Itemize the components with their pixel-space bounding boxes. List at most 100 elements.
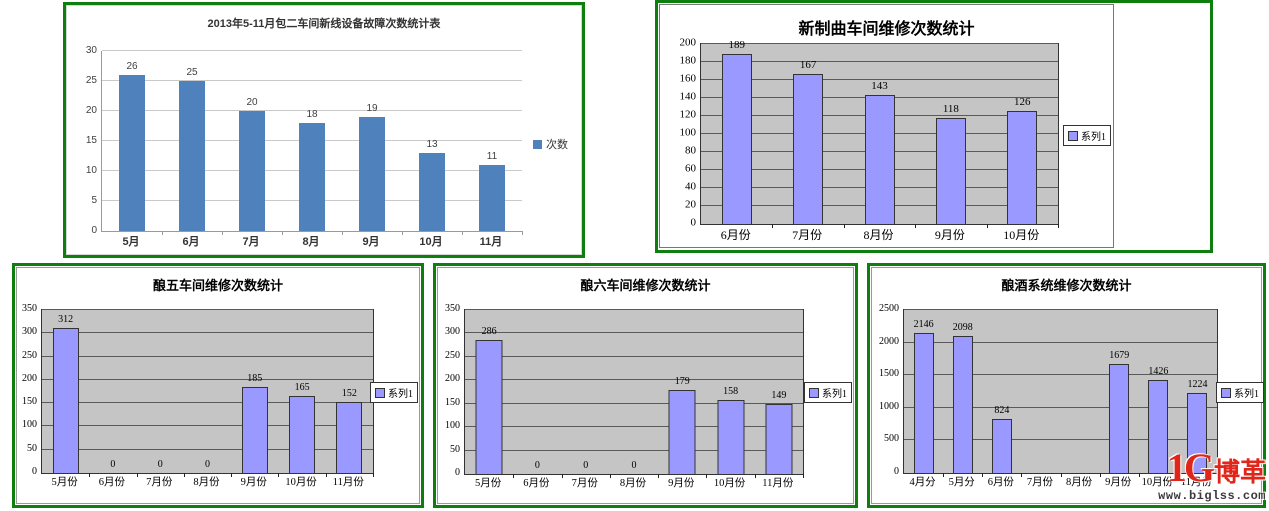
gridline [465,379,803,381]
bar [864,95,895,224]
chart-niangjiu: 酿酒系统维修次数统计 0 500 1000 1500 2000 2500 2146 2098… [871,267,1264,504]
legend: 系列1 [370,382,418,403]
bar [479,165,505,231]
y-axis-tick-label: 2000 [879,335,899,347]
axis-tick-mark [1060,473,1062,477]
x-axis-category-label: 6月 [182,236,200,248]
bar [935,117,966,224]
x-axis-category-label: 6月份 [720,228,751,242]
bar-value-label: 158 [723,385,739,397]
bar-value-label: 20 [246,97,258,109]
y-axis-tick-label: 150 [22,396,37,408]
x-axis-category-label: 9月份 [668,478,695,489]
y-axis: 0 5 10 15 20 25 30 [69,46,97,236]
y-axis-tick-label: 20 [85,105,97,116]
legend-label: 系列1 [388,389,413,400]
x-axis-category-label: 5月 [122,236,140,248]
bar-value-label: 1426 [1148,366,1169,378]
chart-niangliu: 酿六车间维修次数统计 0 50 100 150 200 250 300 350 286 0 0 0 1… [437,267,854,504]
x-axis-category-label: 8月份 [1065,477,1093,488]
bar [1109,363,1130,473]
bar-value-label: 11 [486,151,498,162]
legend-label: 系列1 [1234,389,1259,400]
gridline [465,449,803,451]
chart-bao2-faults: 2013年5-11月包二车间新线设备故障次数统计表 0 5 10 15 20 25 30 2… [66,5,582,255]
x-axis-category-label: 11月 [479,236,503,248]
y-axis-tick-label: 250 [22,349,37,361]
bar-value-label: 185 [247,372,263,384]
axis-tick-mark [373,473,374,477]
watermark-brand: 博革 [1213,458,1266,487]
x-axis-category-label: 10月 [419,236,443,248]
chart-xinzhiqu: 新制曲车间维修次数统计 0 20 40 60 80 100 120 140 160 180 200 … [659,4,1114,248]
bar [952,336,973,473]
y-axis-tick-label: 0 [690,216,697,229]
axis-tick-mark [282,231,283,235]
axis-tick-mark [754,474,756,478]
plot-area: 286 0 0 0 179 158 149 [464,309,804,478]
axis-tick-mark [222,231,223,235]
axis-tick-mark [513,474,515,478]
y-axis-tick-label: 300 [22,326,37,338]
bar-value-label: 143 [871,80,888,93]
bar [1148,380,1169,473]
gridline [42,309,373,310]
y-axis-tick-label: 1500 [879,368,899,380]
bar [991,419,1012,473]
y-axis-tick-label: 350 [445,303,460,314]
gridline [465,355,803,357]
chart-frame-xinzhiqu: 新制曲车间维修次数统计 0 20 40 60 80 100 120 140 160 180 200 … [655,0,1213,253]
bar-value-label: 26 [126,61,138,73]
plot-area: 312 0 0 0 185 165 152 [41,309,374,477]
gridline [904,309,1217,310]
chart-niangwu: 酿五车间维修次数统计 0 50 100 150 200 250 300 350 312 0 0 0 1… [16,267,420,504]
axis-tick-mark [982,473,984,477]
axis-tick-mark [843,224,845,228]
bar-value-label: 0 [157,459,163,470]
bar-value-label: 13 [426,139,438,151]
chart-title: 新制曲车间维修次数统计 [798,21,975,38]
bar [239,111,265,231]
bar-value-label: 2146 [913,319,934,331]
gridline [904,439,1217,441]
axis-tick-mark [986,224,988,228]
biglss-logo-icon: 1G [1166,445,1215,490]
legend: 系列1 [1216,382,1264,403]
axis-tick-mark [325,473,327,477]
x-axis-category-label: 10月份 [285,477,317,488]
x-axis-category-label: 9月份 [240,477,267,488]
y-axis-tick-label: 120 [679,108,697,121]
axis-tick-mark [1099,473,1101,477]
x-axis: 5月 6月 7月 8月 9月 10月 11月 [101,235,521,251]
gridline [42,425,373,427]
axis-tick-mark [342,231,343,235]
gridline [701,79,1058,80]
y-axis-tick-label: 5 [91,195,97,206]
y-axis-tick-label: 20 [685,198,696,211]
watermark-url: www.biglss.com [1158,489,1266,503]
bar [475,340,503,474]
x-axis-category-label: 8月 [302,236,320,248]
axis-tick-mark [1177,473,1179,477]
y-axis-tick-label: 100 [22,419,37,431]
y-axis-tick-label: 1000 [879,400,899,412]
legend-swatch-icon [809,387,819,398]
axis-tick-mark [231,473,233,477]
axis-tick-mark [462,231,463,235]
legend: 系列1 [1063,125,1111,146]
x-axis-category-label: 11月份 [332,477,364,488]
axis-tick-mark [803,474,804,478]
bar-value-label: 18 [306,109,318,120]
bar [765,404,793,474]
y-axis-tick-label: 0 [91,225,97,236]
chart-frame-niangjiu: 酿酒系统维修次数统计 0 500 1000 1500 2000 2500 2146 2098… [867,263,1266,508]
bar-value-label: 1224 [1187,379,1208,391]
axis-tick-mark [89,473,91,477]
x-axis-category-label: 11月份 [1180,477,1212,488]
biglss-watermark: 1G 博革 www.biglss.com [1148,445,1266,504]
gridline [465,309,803,310]
gridline [904,374,1217,376]
x-axis-category-label: 4月分 [909,477,936,488]
x-axis: 4月分 5月分 6月份 7月份 8月份 9月份 10月份 11月份 [903,476,1216,492]
